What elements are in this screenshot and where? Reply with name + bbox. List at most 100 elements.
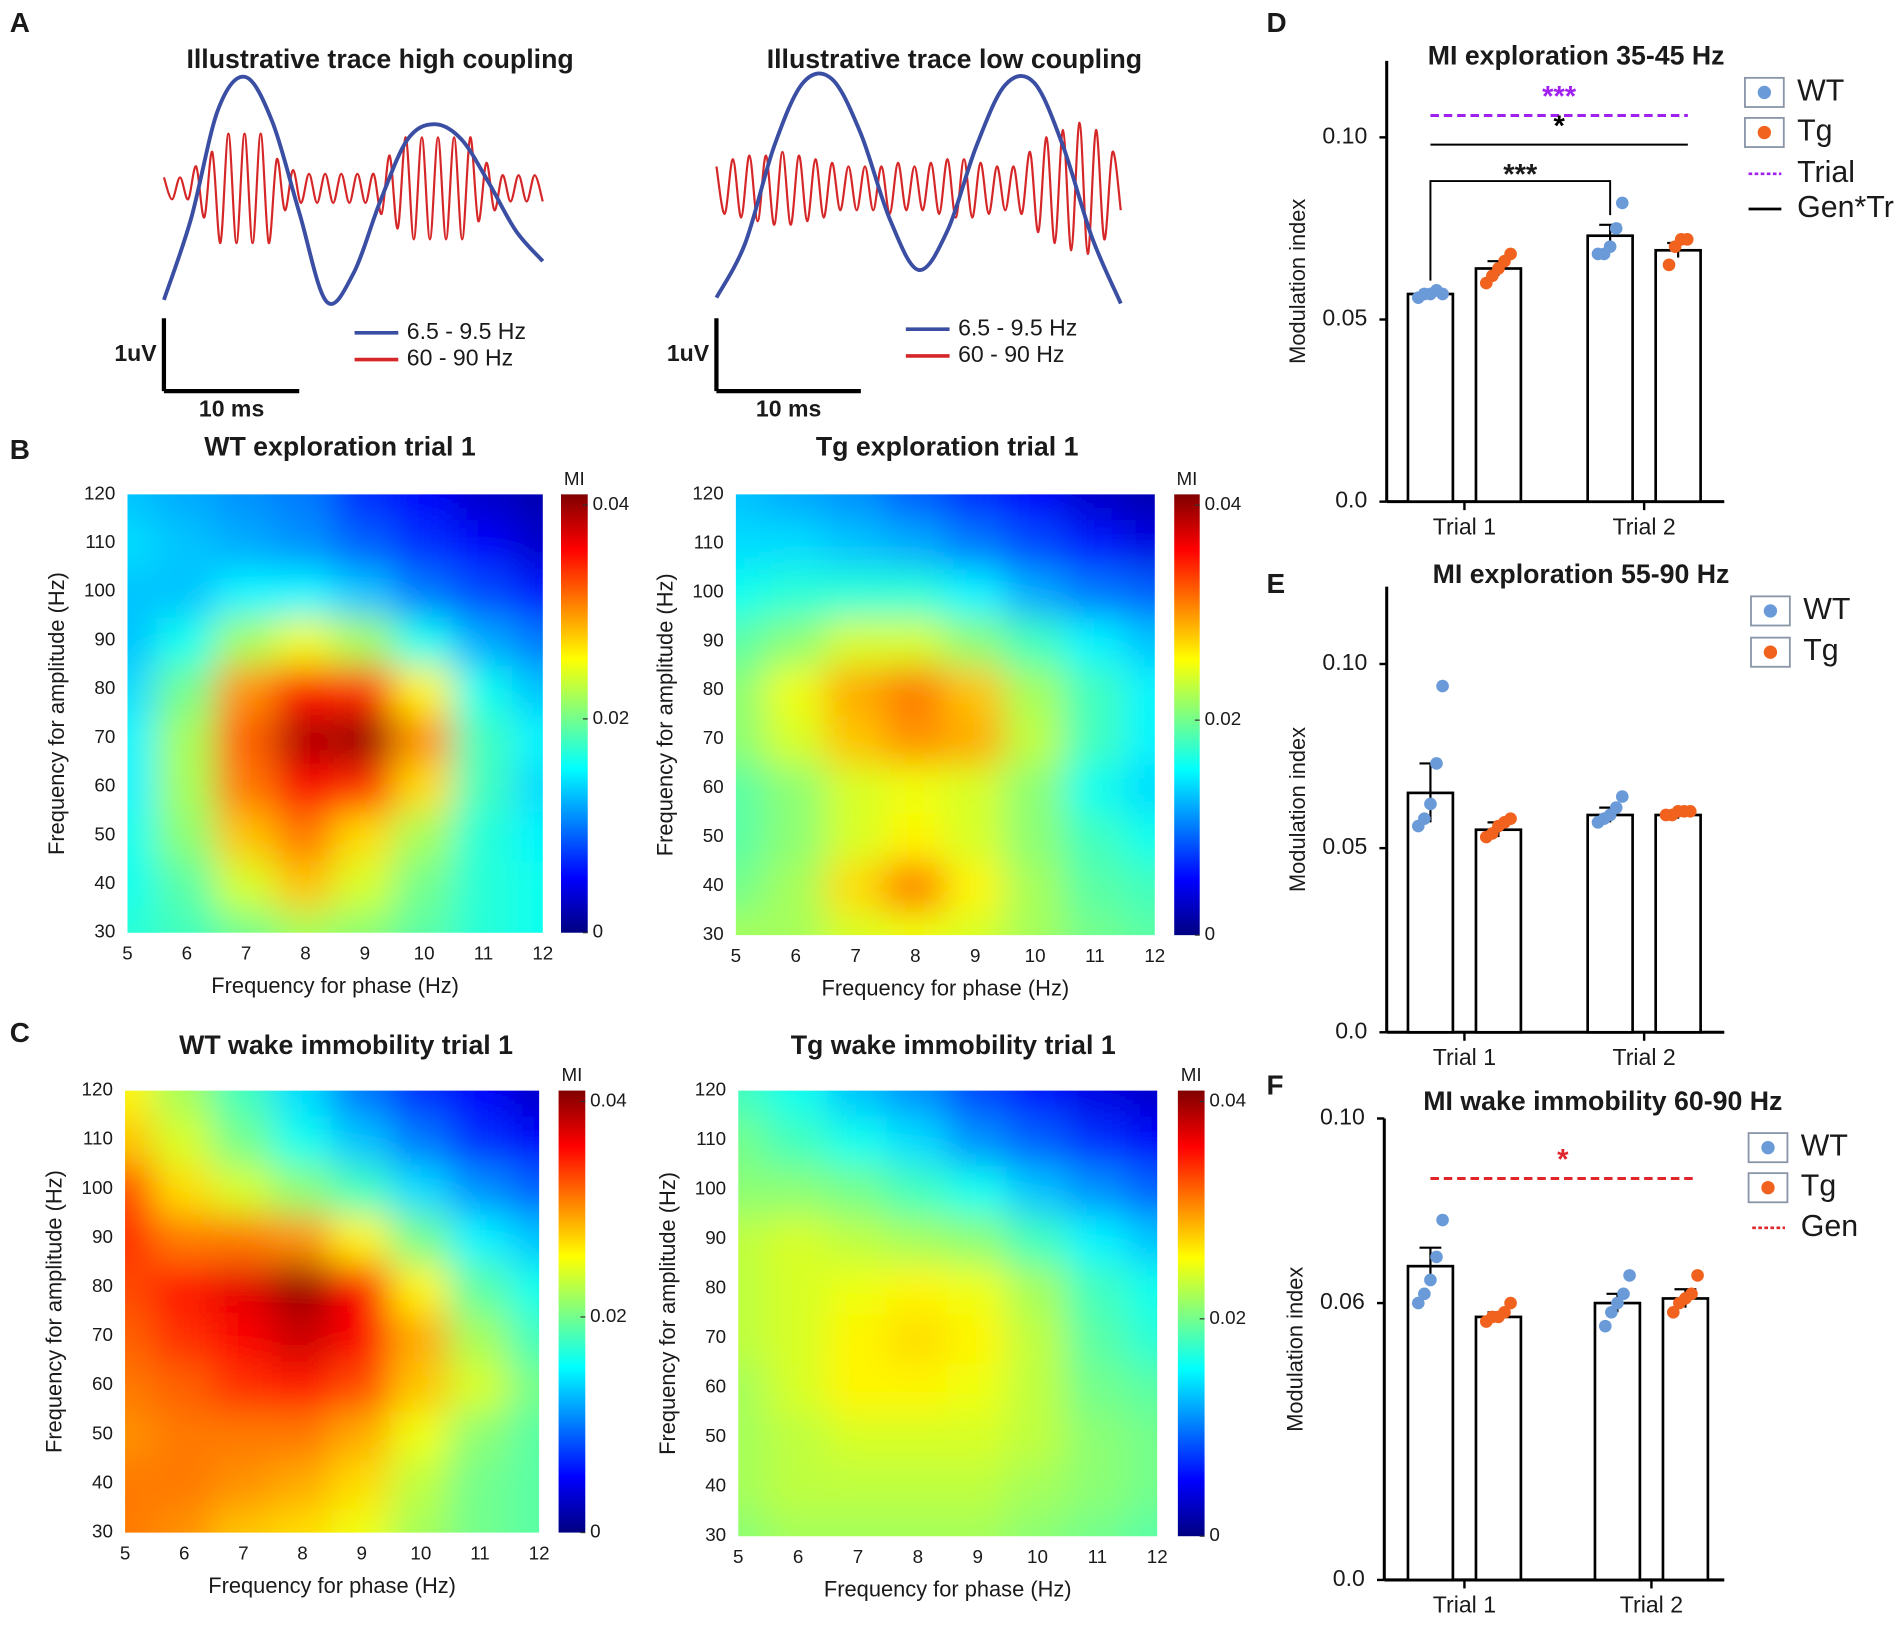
legend-label: WT [1797, 74, 1844, 107]
heatmap-cell [1123, 517, 1155, 570]
heatmap-cell [155, 809, 218, 861]
heatmap-cell [1123, 494, 1155, 521]
data-point [1504, 247, 1517, 261]
bar [1474, 267, 1523, 503]
heatmap-cell [155, 566, 218, 618]
data-point [1411, 1296, 1425, 1310]
heatmap [125, 1090, 540, 1533]
y-tick-label: 70 [92, 1324, 113, 1345]
heatmap-cell [449, 1212, 511, 1264]
heatmap-cell [1006, 1411, 1069, 1464]
heatmap-cell [946, 1312, 1009, 1365]
heatmap-cell [508, 1506, 540, 1533]
heatmap-cell [826, 1510, 890, 1537]
x-tick-label: 11 [474, 943, 494, 964]
x-tick-label: Trial 2 [1613, 513, 1676, 539]
y-axis-label: Modulation index [1285, 727, 1310, 892]
heatmap-cell [212, 1212, 275, 1264]
heatmap-cell [508, 1261, 540, 1313]
x-tick-label: 12 [1144, 945, 1165, 966]
heatmap-cell [1126, 1411, 1158, 1464]
heatmap-cell [1003, 713, 1067, 765]
heatmap-cell [330, 1310, 393, 1362]
heatmap-cell [274, 494, 337, 520]
x-tick-label: 6 [179, 1542, 189, 1563]
heatmap-cell [1063, 494, 1127, 521]
heatmap-cell [511, 761, 543, 813]
heatmap-cell [1126, 1510, 1158, 1537]
bar [1406, 292, 1455, 503]
y-tick-label: 0.06 [1320, 1288, 1365, 1314]
y-tick-label: 100 [84, 580, 115, 601]
x-tick-label: 6 [790, 945, 800, 966]
heatmap-cell [1003, 762, 1067, 814]
heatmap-cell [511, 494, 543, 520]
heatmap-cell [946, 1090, 1009, 1117]
data-point [1598, 1319, 1612, 1333]
heatmap-cell [452, 566, 515, 618]
heatmap-cell [127, 614, 159, 667]
heatmap-cell [508, 1457, 540, 1510]
heatmap-cell [274, 907, 337, 933]
data-point [1609, 801, 1623, 814]
colorbar-tick-label: 0.02 [590, 1305, 627, 1326]
bar [1406, 791, 1455, 1034]
bar [1586, 813, 1634, 1034]
heatmap-cell [824, 909, 887, 936]
colorbar-label: MI [1177, 468, 1198, 489]
legend-marker [1757, 125, 1772, 140]
heatmap-cell [826, 1460, 890, 1513]
trace [162, 132, 544, 245]
y-tick-label: 90 [703, 629, 724, 650]
heatmap-cell [215, 494, 278, 520]
y-tick-label: 0.0 [1335, 487, 1367, 513]
colorbar-tick-label: 0 [1209, 1524, 1219, 1545]
heatmap-cell [452, 809, 515, 861]
colorbar-tick-label: 0 [593, 921, 603, 942]
heatmap-cell [764, 494, 827, 521]
scale-bar-label: 1uV [114, 340, 157, 366]
heatmap [127, 494, 543, 933]
heatmap-cell [1006, 1213, 1069, 1266]
significance-label: *** [1503, 159, 1538, 191]
panel-letter: C [10, 1017, 30, 1048]
colorbar-label: MI [1181, 1064, 1202, 1085]
data-point [1430, 757, 1443, 770]
x-tick-label: Trial 1 [1433, 1592, 1496, 1618]
heatmap-cell [824, 811, 887, 863]
heatmap-cell [153, 1113, 216, 1166]
heatmap-cell [333, 517, 396, 569]
heatmap-cell [944, 860, 1007, 912]
heatmap-cell [215, 566, 278, 618]
heatmap-cell [452, 517, 515, 569]
heatmap-cell [1003, 811, 1067, 863]
data-point [1666, 1305, 1680, 1319]
legend-marker [1763, 604, 1778, 618]
legend-label: WT [1801, 1130, 1848, 1163]
heatmap-blur [738, 1090, 1158, 1537]
heatmap-cell [393, 494, 456, 520]
heatmap-cell [271, 1310, 334, 1362]
panel-letter: F [1267, 1069, 1284, 1100]
heatmap-cell [824, 713, 887, 765]
heatmap-cell [824, 615, 887, 667]
heatmap-cell [1006, 1510, 1069, 1537]
heatmap-cell [511, 517, 543, 569]
heatmap-cell [826, 1114, 890, 1167]
heatmap-cell [1006, 1460, 1069, 1513]
heatmap-cell [735, 811, 767, 863]
heatmap-cell [735, 517, 767, 570]
heatmap-cell [884, 811, 947, 863]
x-tick-label: 11 [470, 1542, 490, 1563]
panel-letter: A [10, 7, 30, 38]
y-tick-label: 40 [705, 1475, 726, 1496]
data-point [1436, 679, 1449, 693]
heatmap-cell [1066, 1114, 1129, 1167]
y-tick-label: 40 [92, 1471, 113, 1492]
heatmap-blur [735, 494, 1155, 936]
heatmap-cell [449, 1090, 511, 1117]
heatmap-cell [125, 1408, 156, 1461]
heatmap-cell [886, 1312, 949, 1365]
heatmap-cell [766, 1510, 830, 1537]
heatmap-cell [886, 1114, 949, 1167]
